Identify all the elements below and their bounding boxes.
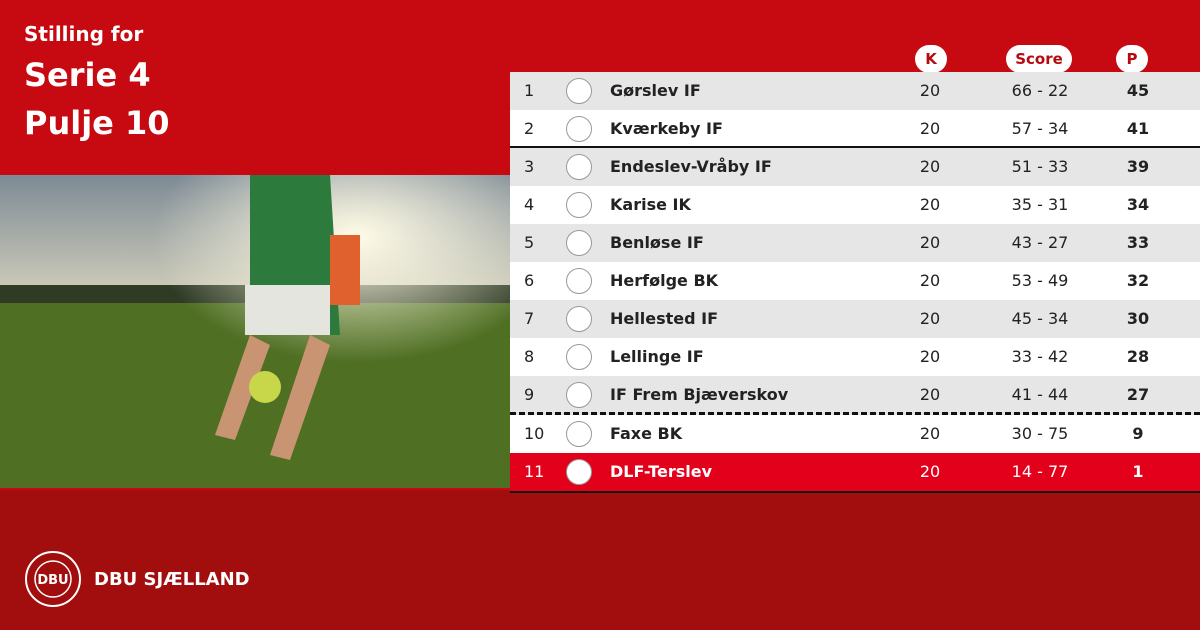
team-logo	[566, 78, 592, 104]
played: 20	[919, 81, 941, 100]
points: 34	[1126, 195, 1150, 214]
team-logo	[566, 344, 592, 370]
team: Kværkeby IF	[610, 119, 723, 138]
rank: 6	[524, 271, 535, 290]
rank: 1	[524, 81, 535, 100]
standings-table: 1 Gørslev IF 20 66 - 22 45 2 Kværkeby IF 20 57 -…	[510, 72, 1200, 493]
title: Serie 4	[24, 56, 151, 94]
points: 41	[1126, 119, 1150, 138]
team: Endeslev-Vråby IF	[610, 157, 772, 176]
table-row: 8 Lellinge IF 20 33 - 42 28	[510, 338, 1200, 376]
team: Hellested IF	[610, 309, 718, 328]
points: 1	[1132, 462, 1144, 481]
table-row: 2 Kværkeby IF 20 57 - 34 41	[510, 110, 1200, 148]
column-header: K	[915, 45, 947, 73]
rank: 3	[524, 157, 535, 176]
column-header: Score	[1006, 45, 1072, 73]
team: Herfølge BK	[610, 271, 719, 290]
played: 20	[919, 347, 941, 366]
team: DLF-Terslev	[610, 462, 713, 481]
played: 20	[919, 309, 941, 328]
score: 57 - 34	[1011, 119, 1069, 138]
table-row: 11 DLF-Terslev 20 14 - 77 1	[510, 453, 1200, 493]
table-row: 5 Benløse IF 20 43 - 27 33	[510, 224, 1200, 262]
played: 20	[919, 119, 941, 138]
played: 20	[919, 233, 941, 252]
team-logo	[566, 459, 592, 485]
team: Lellinge IF	[610, 347, 704, 366]
rank: 11	[524, 462, 545, 481]
rank: 5	[524, 233, 535, 252]
table-row: 1 Gørslev IF 20 66 - 22 45	[510, 72, 1200, 110]
team: Faxe BK	[610, 424, 683, 443]
rank: 7	[524, 309, 535, 328]
brand: DBU SJÆLLAND	[94, 568, 250, 590]
team-logo	[566, 268, 592, 294]
points: 28	[1126, 347, 1150, 366]
dbu-logo: DBU	[25, 551, 81, 607]
team-logo	[566, 230, 592, 256]
score: 35 - 31	[1011, 195, 1069, 214]
table-row: 6 Herfølge BK 20 53 - 49 32	[510, 262, 1200, 300]
score: 53 - 49	[1011, 271, 1069, 290]
score: 30 - 75	[1011, 424, 1069, 443]
played: 20	[919, 385, 941, 404]
table-row: 10 Faxe BK 20 30 - 75 9	[510, 415, 1200, 453]
score: 66 - 22	[1011, 81, 1069, 100]
rank: 4	[524, 195, 535, 214]
logo-text: DBU	[37, 573, 68, 588]
team: Benløse IF	[610, 233, 704, 252]
score: 45 - 34	[1011, 309, 1069, 328]
table-row: 3 Endeslev-Vråby IF 20 51 - 33 39	[510, 148, 1200, 186]
rank: 2	[524, 119, 535, 138]
table-row: 7 Hellested IF 20 45 - 34 30	[510, 300, 1200, 338]
column-header: P	[1116, 45, 1148, 73]
team-logo	[566, 192, 592, 218]
score: 51 - 33	[1011, 157, 1069, 176]
score: 33 - 42	[1011, 347, 1069, 366]
table-row: 4 Karise IK 20 35 - 31 34	[510, 186, 1200, 224]
kicker: Stilling for	[24, 22, 144, 46]
score: 14 - 77	[1011, 462, 1069, 481]
team-logo	[566, 154, 592, 180]
team-logo	[566, 116, 592, 142]
footer: DBU DBU SJÆLLAND	[24, 550, 250, 608]
points: 9	[1132, 424, 1144, 443]
team-logo	[566, 306, 592, 332]
team-logo	[566, 421, 592, 447]
score: 43 - 27	[1011, 233, 1069, 252]
played: 20	[919, 157, 941, 176]
played: 20	[919, 424, 941, 443]
subtitle: Pulje 10	[24, 104, 170, 142]
team-logo	[566, 382, 592, 408]
points: 39	[1126, 157, 1150, 176]
played: 20	[919, 195, 941, 214]
points: 32	[1126, 271, 1150, 290]
points: 33	[1126, 233, 1150, 252]
table-row: 9 IF Frem Bjæverskov 20 41 - 44 27	[510, 376, 1200, 415]
played: 20	[919, 271, 941, 290]
rank: 9	[524, 385, 535, 404]
team: IF Frem Bjæverskov	[610, 385, 789, 404]
points: 45	[1126, 81, 1150, 100]
photo	[0, 175, 510, 488]
rank: 10	[524, 424, 545, 443]
team: Karise IK	[610, 195, 691, 214]
points: 30	[1126, 309, 1150, 328]
played: 20	[919, 462, 941, 481]
rank: 8	[524, 347, 535, 366]
team: Gørslev IF	[610, 81, 701, 100]
points: 27	[1126, 385, 1150, 404]
score: 41 - 44	[1011, 385, 1069, 404]
